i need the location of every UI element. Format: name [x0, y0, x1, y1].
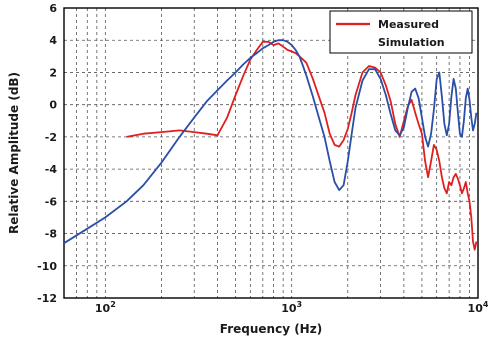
- series-line-measured: [126, 40, 478, 251]
- x-tick-label: 102: [95, 300, 116, 315]
- series-lines: [63, 39, 478, 251]
- y-tick-label: 4: [49, 34, 57, 47]
- y-tick-label: 0: [49, 99, 57, 112]
- y-tick-label: -10: [37, 260, 57, 273]
- legend-label-measured: Measured: [378, 18, 439, 31]
- x-axis-title: Frequency (Hz): [220, 322, 322, 336]
- legend: Measured Simulation: [329, 10, 473, 54]
- x-tick-label: 103: [281, 300, 302, 315]
- y-tick-label: 6: [49, 2, 57, 15]
- y-axis-title: Relative Amplitude (dB): [7, 72, 21, 234]
- series-line-simulation: [63, 39, 478, 244]
- y-tick-label: 2: [49, 66, 57, 79]
- legend-box: [329, 10, 473, 54]
- y-tick-label: -12: [37, 292, 57, 305]
- plot-area-frame: [63, 7, 479, 299]
- y-tick-label: -8: [45, 228, 57, 241]
- legend-label-simulation: Simulation: [378, 36, 445, 49]
- y-tick-label: -2: [45, 131, 57, 144]
- y-tick-label: -4: [45, 163, 58, 176]
- y-tick-label: -6: [45, 195, 58, 208]
- x-tick-label: 104: [468, 300, 488, 315]
